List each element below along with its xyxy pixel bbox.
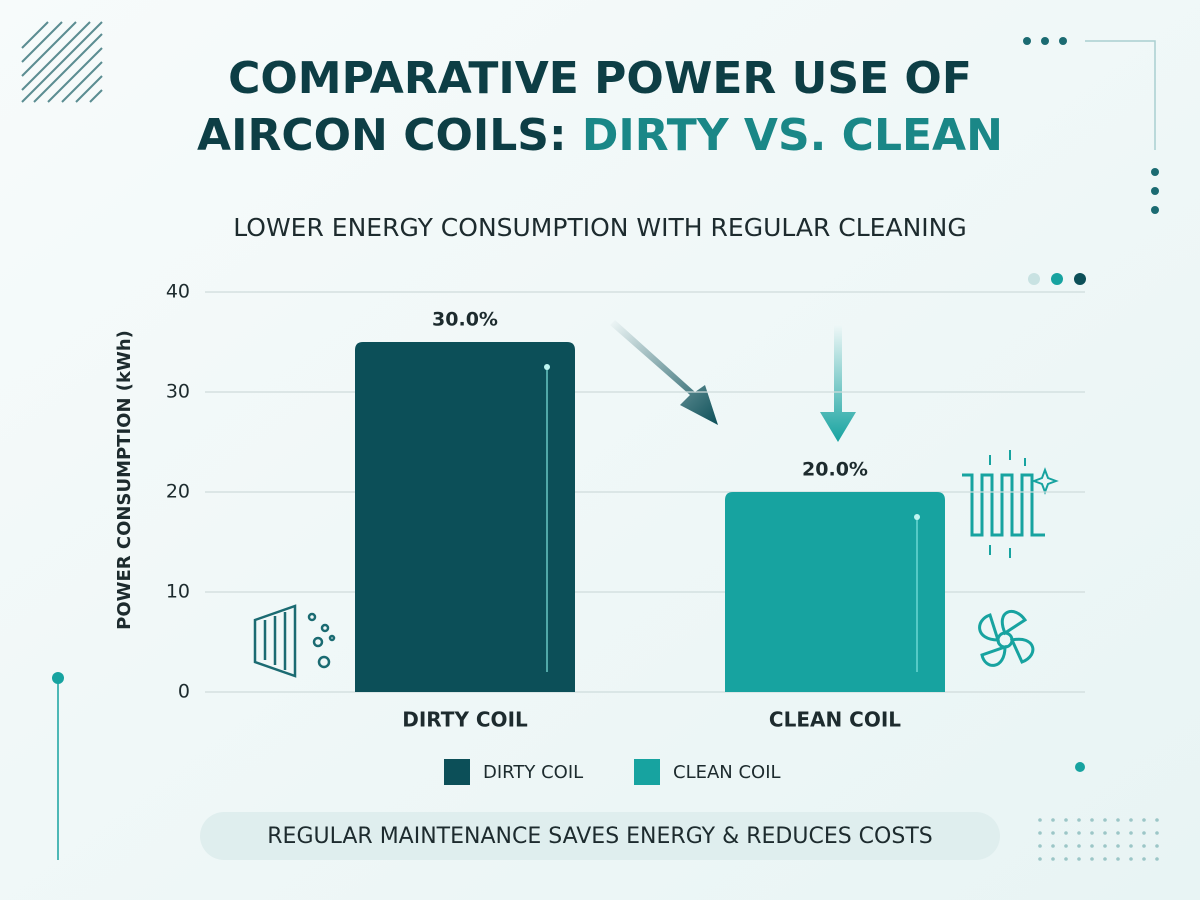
- dot: [1064, 818, 1068, 822]
- dot: [1103, 857, 1107, 861]
- dot: [1090, 857, 1094, 861]
- dot: [1038, 857, 1042, 861]
- dot: [1090, 818, 1094, 822]
- dot: [1090, 844, 1094, 848]
- dot: [1051, 857, 1055, 861]
- dot: [1116, 844, 1120, 848]
- y-tick-label: 40: [166, 281, 190, 303]
- dot: [1129, 844, 1133, 848]
- dot: [1129, 831, 1133, 835]
- bar-annotation: 30.0%: [432, 309, 498, 331]
- y-tick-label: 30: [166, 381, 190, 403]
- subtitle: LOWER ENERGY CONSUMPTION WITH REGULAR CL…: [233, 213, 966, 242]
- title-part: AIRCON COILS:: [197, 110, 567, 161]
- y-axis-label: POWER CONSUMPTION (kWh): [114, 330, 135, 630]
- legend-label: CLEAN COIL: [673, 762, 781, 783]
- dot: [1064, 857, 1068, 861]
- dot: [1155, 857, 1159, 861]
- legend-swatch: [444, 759, 470, 785]
- footer-pill: [200, 812, 1000, 860]
- x-tick-label: DIRTY COIL: [402, 708, 528, 732]
- dot: [1038, 831, 1042, 835]
- dot: [1116, 831, 1120, 835]
- dot: [1129, 818, 1133, 822]
- y-tick-label: 0: [178, 681, 190, 703]
- dot: [1116, 857, 1120, 861]
- dot: [1142, 831, 1146, 835]
- footer: REGULAR MAINTENANCE SAVES ENERGY & REDUC…: [267, 824, 932, 849]
- dot: [1051, 844, 1055, 848]
- dot: [1051, 831, 1055, 835]
- legend-label: DIRTY COIL: [483, 762, 583, 783]
- dot: [1155, 831, 1159, 835]
- arrows: [610, 320, 856, 442]
- bar: [355, 342, 575, 692]
- dot: [1077, 857, 1081, 861]
- dot: [1129, 857, 1133, 861]
- dot: [1077, 844, 1081, 848]
- dot: [1051, 818, 1055, 822]
- chart-title: AIRCON COILS: DIRTY VS. CLEAN: [197, 110, 1003, 161]
- dot: [1103, 818, 1107, 822]
- dot: [1155, 818, 1159, 822]
- dirty-coil-icon: [253, 604, 336, 678]
- dot: [1064, 831, 1068, 835]
- title-part: DIRTY VS. CLEAN: [582, 110, 1003, 161]
- bar-glow-dot: [544, 364, 550, 370]
- chart-title: COMPARATIVE POWER USE OF: [228, 53, 972, 104]
- dot: [1038, 818, 1042, 822]
- y-tick-label: 20: [166, 481, 190, 503]
- dot-grid: [1038, 818, 1159, 861]
- dot: [1064, 844, 1068, 848]
- y-tick-label: 10: [166, 581, 190, 603]
- bar-annotation: 20.0%: [802, 459, 868, 481]
- dot: [1038, 844, 1042, 848]
- dot: [1155, 844, 1159, 848]
- x-tick-label: CLEAN COIL: [769, 708, 901, 732]
- dot: [1103, 831, 1107, 835]
- bar: [725, 492, 945, 692]
- dot: [1142, 844, 1146, 848]
- dot: [1116, 818, 1120, 822]
- bar-glow-dot: [914, 514, 920, 520]
- dot: [1077, 818, 1081, 822]
- dot: [1103, 844, 1107, 848]
- legend-swatch: [634, 759, 660, 785]
- dot: [1077, 831, 1081, 835]
- dot: [1142, 857, 1146, 861]
- corner-deco: [52, 37, 1159, 860]
- hatch: [21, 21, 103, 103]
- dot: [1090, 831, 1094, 835]
- dot: [1142, 818, 1146, 822]
